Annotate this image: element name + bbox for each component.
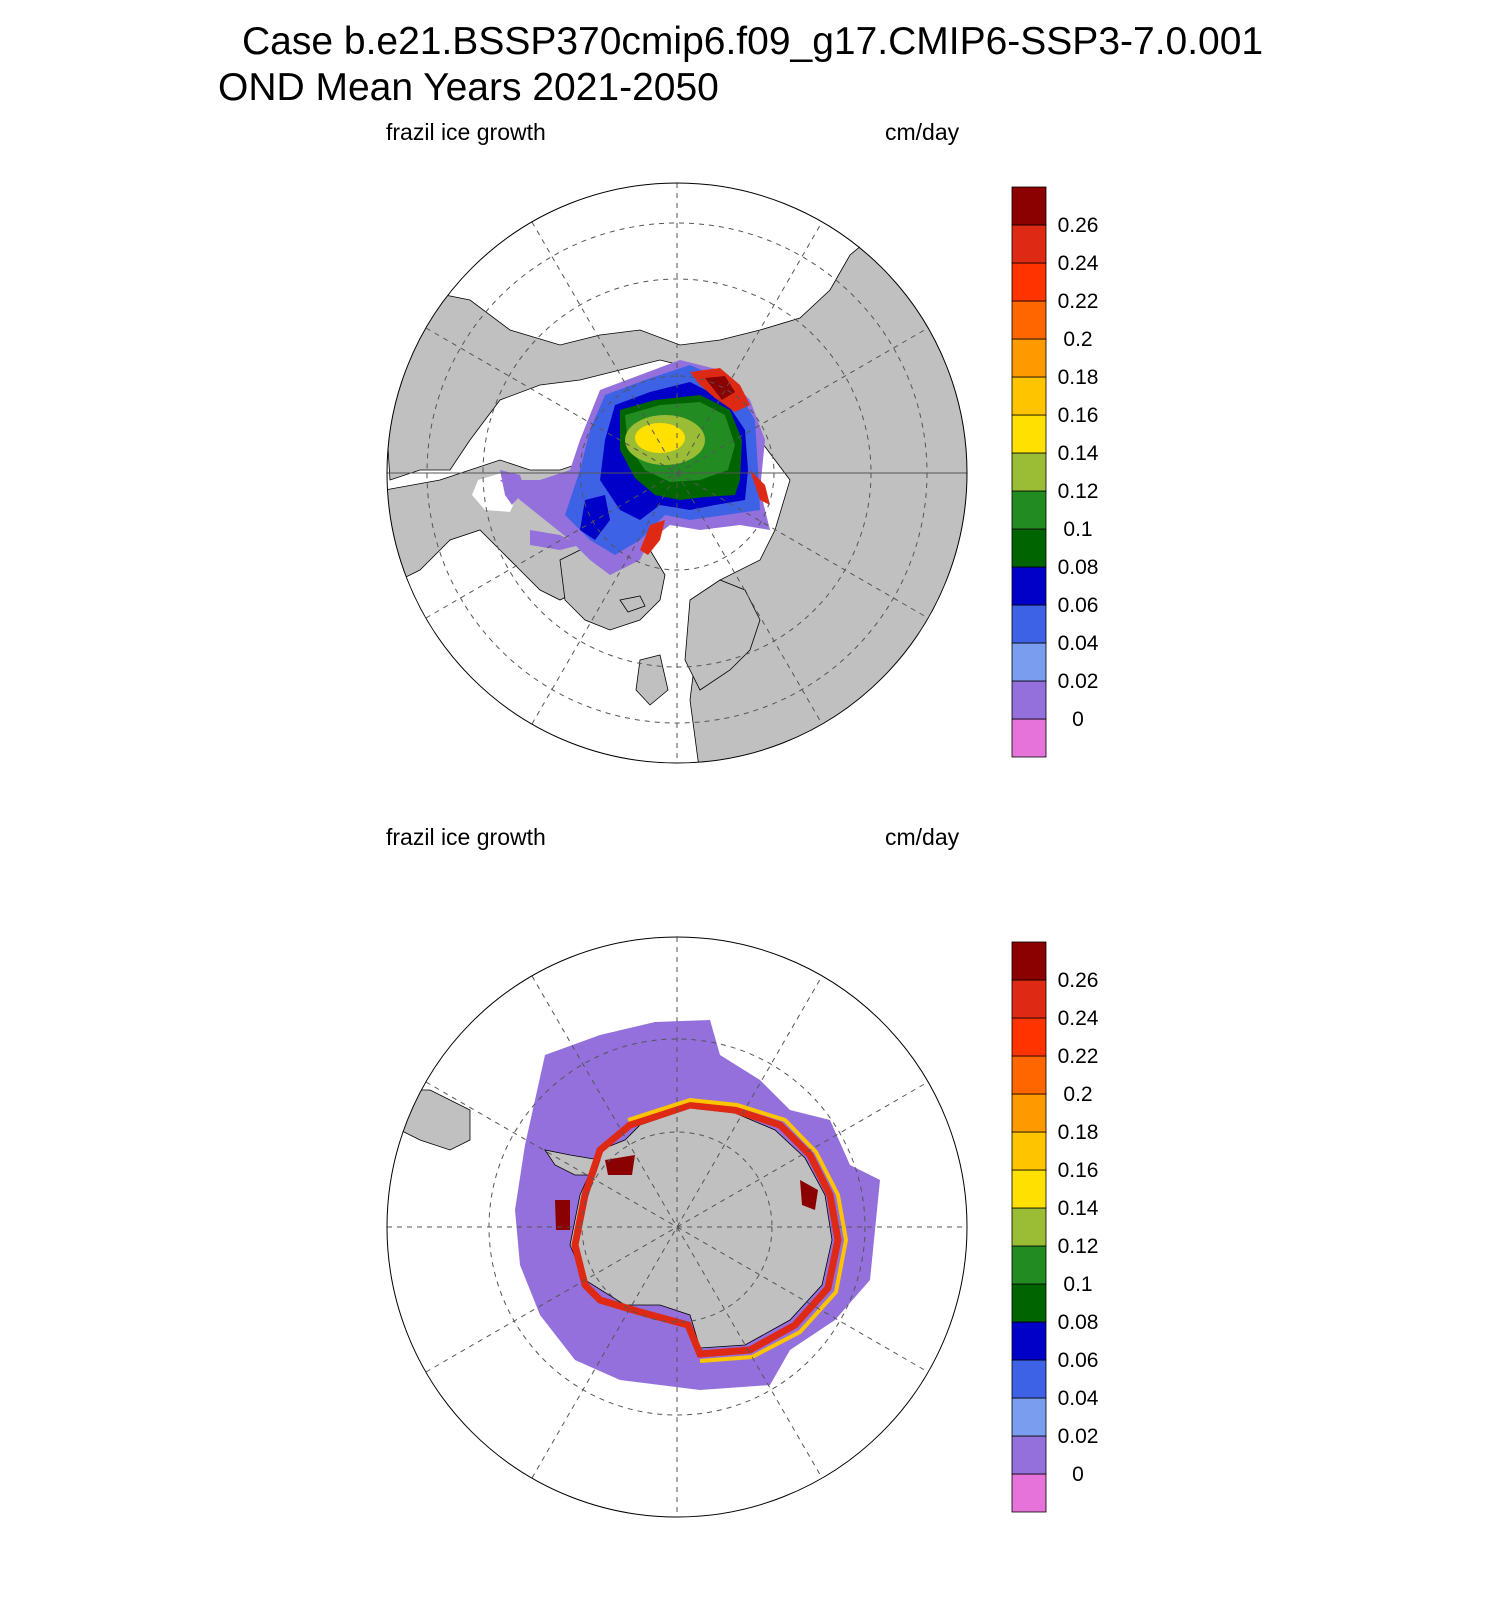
laptev-margin-darkred — [705, 376, 735, 400]
colorbar-swatch — [1011, 414, 1047, 454]
colorbar-tick-label: 0.06 — [1058, 594, 1099, 617]
colorbar-tick-label: 0.18 — [1058, 366, 1099, 389]
colorbar-tick-label: 0.26 — [1058, 214, 1099, 237]
colorbar-tick-label: 0 — [1072, 708, 1084, 731]
colorbar-swatch — [1011, 1359, 1047, 1399]
colorbar-tick-label: 0.12 — [1058, 1235, 1099, 1258]
antarctic-map — [387, 937, 967, 1517]
antarctic-coastal-rim-red — [571, 1101, 842, 1358]
weddell-darkred — [605, 1155, 635, 1175]
antarctica-land — [569, 1107, 833, 1349]
colorbar-swatch — [1011, 300, 1047, 340]
colorbar-tick-label: 0 — [1072, 1463, 1084, 1486]
panel-south-units: cm/day — [885, 824, 960, 850]
hudson-bay-ice — [500, 470, 525, 505]
colorbar-swatch — [1011, 490, 1047, 530]
colorbar-swatch — [1011, 1055, 1047, 1095]
colorbar-swatch — [1011, 1017, 1047, 1057]
colorbar-tick-label: 0.02 — [1058, 670, 1099, 693]
colorbar-swatch — [1011, 1207, 1047, 1247]
panel-south-left-title: frazil ice growth — [386, 824, 546, 850]
colorbar-swatch — [1011, 941, 1047, 981]
colorbar-swatch — [1011, 338, 1047, 378]
arctic-field-yellow — [635, 423, 685, 453]
figure-title-case: Case b.e21.BSSP370cmip6.f09_g17.CMIP6-SS… — [242, 20, 1264, 63]
colorbar-tick-label: 0.12 — [1058, 480, 1099, 503]
colorbar-swatch — [1011, 1283, 1047, 1323]
colorbar-tick-label: 0.14 — [1058, 1197, 1099, 1220]
colorbar-tick-label: 0.22 — [1058, 1045, 1099, 1068]
colorbar-swatch — [1011, 1169, 1047, 1209]
colorbar-swatch — [1011, 376, 1047, 416]
scandinavia-land — [684, 579, 761, 691]
colorbar-swatch — [1011, 1397, 1047, 1437]
colorbar-tick-label: 0.02 — [1058, 1425, 1099, 1448]
antarctic-colorbar: 0 0.02 0.04 0.06 0.08 0.1 0.12 0.14 0.16 0.18 0.2 0… — [1011, 941, 1099, 1513]
colorbar-swatch — [1011, 604, 1047, 644]
colorbar-swatch — [1011, 262, 1047, 302]
colorbar-tick-label: 0.2 — [1063, 1083, 1092, 1106]
colorbar-tick-label: 0.22 — [1058, 290, 1099, 313]
colorbar-tick-label: 0.26 — [1058, 969, 1099, 992]
colorbar-swatch — [1011, 979, 1047, 1019]
baffin-bay-ice — [580, 495, 610, 540]
colorbar-tick-label: 0.16 — [1058, 404, 1099, 427]
colorbar-swatch — [1011, 528, 1047, 568]
panel-north-units: cm/day — [885, 119, 960, 145]
amery-darkred — [800, 1180, 818, 1210]
ross-darkred — [555, 1200, 570, 1230]
colorbar-tick-label: 0.2 — [1063, 328, 1092, 351]
arctic-map-panel: 0 0.02 0.04 0.06 0.08 0.1 0.12 0.14 0.16 0.18 0.2 0… — [386, 182, 1099, 764]
antarctic-map-panel: 0 0.02 0.04 0.06 0.08 0.1 0.12 0.14 0.16 0.18 0.2 0… — [386, 936, 1099, 1518]
panel-north-left-title: frazil ice growth — [386, 119, 546, 145]
iceland-land — [619, 595, 646, 613]
colorbar-tick-label: 0.14 — [1058, 442, 1099, 465]
colorbar-tick-label: 0.24 — [1058, 252, 1099, 275]
colorbar-tick-label: 0.06 — [1058, 1349, 1099, 1372]
colorbar-swatch — [1011, 718, 1047, 758]
antarctic-graticule — [387, 937, 967, 1517]
colorbar-swatch — [1011, 680, 1047, 720]
chukchi-margin-red — [750, 470, 770, 505]
figure-title-period: OND Mean Years 2021-2050 — [218, 66, 719, 109]
colorbar-swatch — [1011, 1435, 1047, 1475]
eurasia-land — [387, 229, 967, 763]
greenland-margin-red — [640, 520, 665, 555]
colorbar-swatch — [1011, 1473, 1047, 1513]
colorbar-swatch — [1011, 452, 1047, 492]
colorbar-tick-label: 0.1 — [1063, 518, 1092, 541]
arctic-map-border — [386, 182, 968, 764]
colorbar-swatch — [1011, 1131, 1047, 1171]
colorbar-tick-label: 0.08 — [1058, 556, 1099, 579]
colorbar-swatch — [1011, 642, 1047, 682]
arctic-colorbar: 0 0.02 0.04 0.06 0.08 0.1 0.12 0.14 0.16 0.18 0.2 0… — [1011, 186, 1099, 758]
antarctic-coastal-rim-yellow — [627, 1097, 849, 1363]
colorbar-tick-label: 0.24 — [1058, 1007, 1099, 1030]
labrador-sea-ice — [530, 530, 580, 550]
colorbar-tick-label: 0.16 — [1058, 1159, 1099, 1182]
colorbar-swatch — [1011, 186, 1047, 226]
colorbar-tick-label: 0.18 — [1058, 1121, 1099, 1144]
colorbar-swatch — [1011, 1093, 1047, 1133]
colorbar-swatch — [1011, 1245, 1047, 1285]
arctic-graticule — [387, 183, 967, 763]
colorbar-tick-label: 0.04 — [1058, 632, 1099, 655]
uk-land — [635, 654, 669, 706]
colorbar-tick-label: 0.08 — [1058, 1311, 1099, 1334]
colorbar-swatch — [1011, 224, 1047, 264]
colorbar-swatch — [1011, 566, 1047, 606]
colorbar-tick-label: 0.1 — [1063, 1273, 1092, 1296]
colorbar-tick-label: 0.04 — [1058, 1387, 1099, 1410]
arctic-map — [387, 183, 967, 763]
colorbar-swatch — [1011, 1321, 1047, 1361]
